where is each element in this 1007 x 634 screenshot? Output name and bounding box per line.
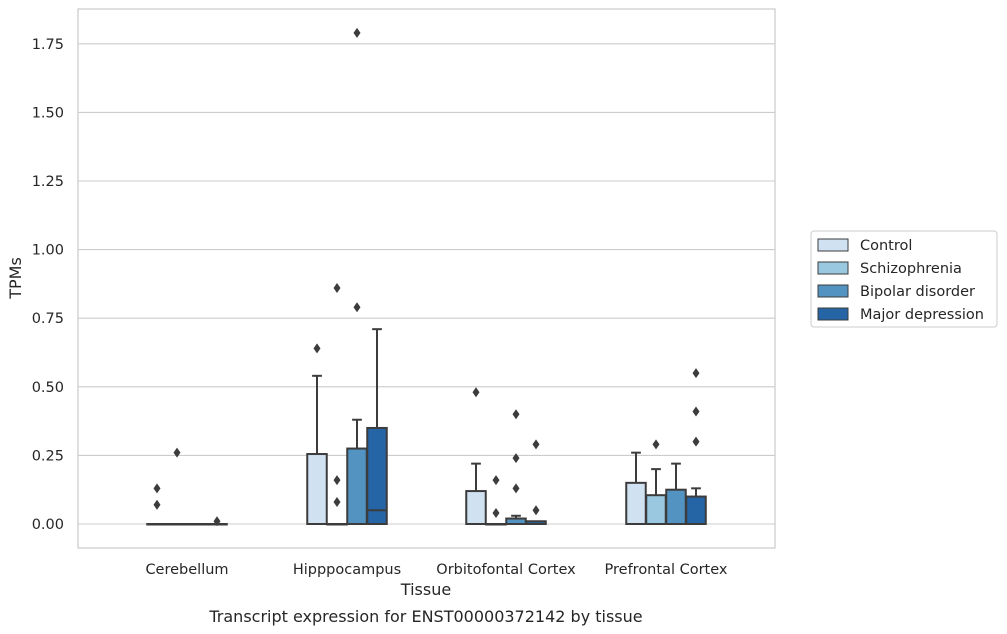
outlier-point [532,439,540,450]
outlier-point [492,475,500,486]
box-groups [146,27,707,527]
box-body [366,426,388,525]
outlier-point [512,453,520,464]
outlier-point [173,447,181,458]
box-body [306,453,328,526]
y-tick-label: 0.00 [32,517,64,533]
box-schizophrenia [326,283,348,526]
legend-swatch [817,238,849,252]
gridlines [78,43,775,525]
box-bipolar-disorder [186,523,208,526]
box-major-depression [366,328,388,525]
outlier-point [353,302,361,313]
x-tick-label: Cerebellum [145,562,228,578]
x-tick-label: Prefrontal Cortex [605,562,728,578]
legend-frame [810,230,998,328]
x-tick-label: Orbitofontal Cortex [436,562,576,578]
box-body [685,495,707,525]
box-major-depression [685,368,707,525]
chart-caption: Transcript expression for ENST0000037214… [208,607,642,626]
outlier-point [353,27,361,38]
legend-label: Schizophrenia [860,261,962,277]
box-control [465,387,487,525]
outlier-point [313,343,321,354]
y-tick-label: 0.25 [32,448,64,464]
y-tick-label: 1.25 [32,174,64,190]
outlier-point [692,406,700,417]
box-body [665,488,687,526]
box-body [645,494,667,525]
box-major-depression [206,516,228,527]
legend-swatch [817,261,849,275]
y-tick-label: 0.50 [32,380,64,396]
box-bipolar-disorder [346,27,368,526]
box-bipolar-disorder [505,409,527,526]
y-tick-label: 1.75 [32,37,64,53]
outlier-point [472,387,480,398]
legend: Control Schizophrenia Bipolar disorder Majo… [810,230,998,328]
box-control [625,451,647,525]
x-axis-title: Tissue [400,580,451,599]
box-control [146,483,168,526]
y-axis-ticks: 0.00 0.25 0.50 0.75 1.00 1.25 1.50 1.75 [32,37,64,533]
outlier-point [512,483,520,494]
outlier-point [692,368,700,379]
outlier-point [532,505,540,516]
y-tick-label: 1.50 [32,105,64,121]
legend-label: Major depression [860,307,984,323]
y-axis-title: TPMs [6,257,25,300]
outlier-point [333,497,341,508]
outlier-point [512,409,520,420]
outlier-point [492,508,500,519]
plot-frame [77,8,776,549]
x-tick-label: Hipppocampus [293,562,401,578]
x-axis-ticks: Cerebellum Hipppocampus Orbitofontal Corte… [145,562,727,578]
y-tick-label: 1.00 [32,243,64,259]
box-schizophrenia [645,439,667,525]
outlier-point [692,436,700,447]
outlier-point [652,439,660,450]
legend-swatch [817,284,849,298]
box-body [346,447,368,526]
legend-label: Control [860,238,912,254]
box-schizophrenia [166,447,188,526]
box-body [465,490,487,525]
box-bipolar-disorder [665,462,687,526]
outlier-point [153,499,161,510]
box-body [625,481,647,525]
outlier-point [333,283,341,294]
box-control [306,343,328,526]
legend-swatch [817,307,849,321]
y-tick-label: 0.75 [32,311,64,327]
outlier-point [213,516,221,527]
legend-label: Bipolar disorder [860,284,975,300]
outlier-point [153,483,161,494]
box-schizophrenia [485,475,507,526]
outlier-point [333,475,341,486]
box-major-depression [525,439,547,525]
